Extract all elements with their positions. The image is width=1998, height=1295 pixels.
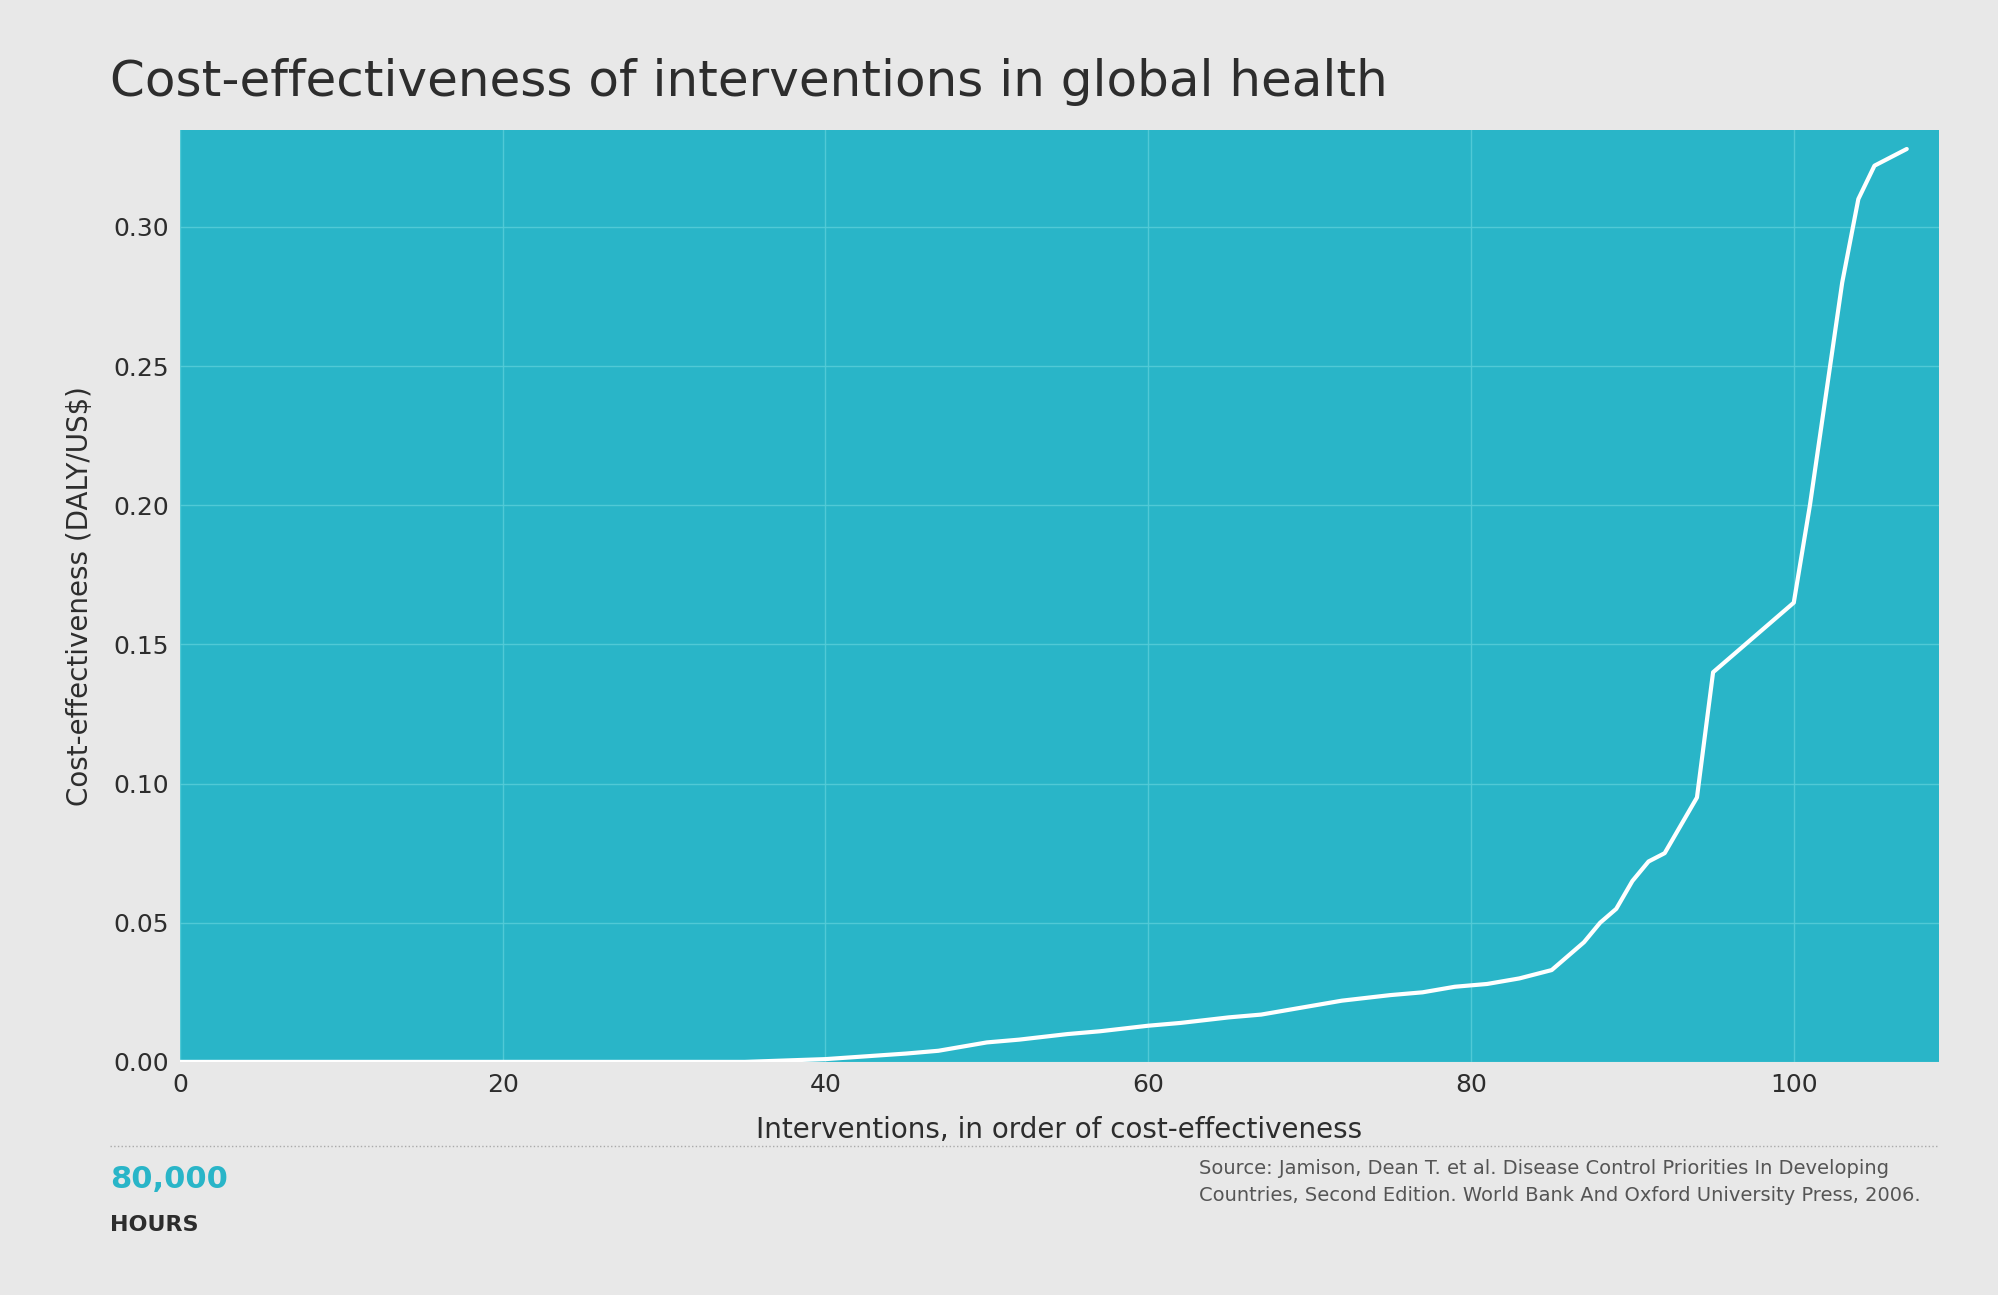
- Y-axis label: Cost-effectiveness (DALY/US$): Cost-effectiveness (DALY/US$): [66, 386, 94, 805]
- Text: HOURS: HOURS: [110, 1215, 198, 1234]
- X-axis label: Interventions, in order of cost-effectiveness: Interventions, in order of cost-effectiv…: [755, 1116, 1363, 1145]
- Text: 80,000: 80,000: [110, 1166, 228, 1194]
- Text: Cost-effectiveness of interventions in global health: Cost-effectiveness of interventions in g…: [110, 58, 1387, 106]
- Text: Source: Jamison, Dean T. et al. Disease Control Priorities In Developing
Countri: Source: Jamison, Dean T. et al. Disease …: [1199, 1159, 1920, 1204]
